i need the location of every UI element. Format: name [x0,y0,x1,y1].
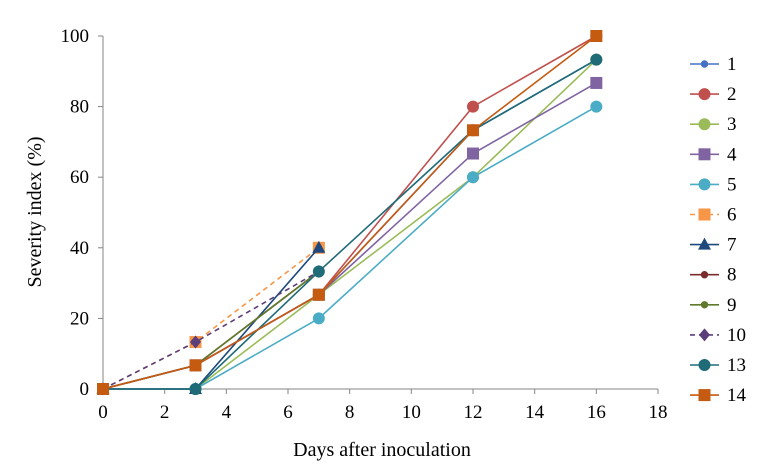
legend-marker [698,208,711,221]
series-14 [97,30,603,395]
legend-item-6: 6 [690,205,737,226]
legend-marker [700,60,709,68]
x-tick-label: 12 [464,402,483,423]
legend-item-10: 10 [690,325,746,346]
legend-item-13: 13 [690,355,746,376]
series-5 [97,100,603,395]
y-axis-label: Severity index (%) [24,136,46,287]
legend-item-7: 7 [690,235,737,256]
series-line-7 [103,247,320,390]
legend-label: 7 [727,235,737,256]
series-1 [99,55,601,393]
series-7 [96,240,326,394]
legend-label: 4 [727,144,737,165]
data-point-4 [590,76,603,89]
x-tick-label: 14 [525,402,545,423]
legend-item-5: 5 [690,174,737,195]
x-tick-label: 16 [587,402,606,423]
series-line-4 [102,82,597,390]
data-point-5 [467,171,479,184]
series-10 [97,264,325,396]
x-tick-label: 0 [98,402,108,423]
data-point-5 [590,100,603,113]
legend-marker [698,148,711,161]
legend-item-2: 2 [690,84,737,105]
series-line-1 [102,58,597,390]
legend-label: 6 [727,205,737,226]
legend-marker [700,301,709,309]
data-point-7 [312,240,326,253]
series-line-13 [103,58,597,390]
data-point-14 [467,124,479,137]
series-2 [97,30,603,395]
legend-marker [700,271,709,279]
data-point-13 [189,383,202,395]
y-tick-label: 0 [80,379,90,400]
series-line-14 [102,35,597,390]
series-13 [97,53,603,395]
data-point-4 [467,147,479,160]
data-point-14 [590,30,603,42]
legend-label: 2 [727,84,737,105]
series-4 [97,76,603,395]
legend-marker [698,88,711,101]
x-tick-label: 10 [402,402,421,423]
legend-marker [698,389,711,402]
x-axis-label: Days after inoculation [293,439,471,461]
data-point-13 [312,265,325,278]
data-point-2 [467,100,479,113]
data-point-14 [189,359,202,372]
y-tick-label: 100 [61,26,90,47]
y-tick-label: 60 [70,167,89,188]
data-point-5 [312,312,325,325]
legend-label: 8 [727,265,737,286]
data-point-14 [312,288,325,301]
legend-marker [698,237,711,250]
y-tick-label: 80 [70,97,89,118]
legend-label: 1 [727,54,737,75]
series-line-2 [102,35,597,390]
y-tick-label: 20 [70,308,89,329]
legend-item-14: 14 [690,385,747,406]
x-tick-label: 6 [283,402,293,423]
data-point-13 [590,53,603,66]
legend-marker [698,118,711,131]
x-tick-label: 8 [345,402,355,423]
x-tick-label: 4 [222,402,232,423]
legend-label: 10 [727,325,746,346]
legend: 1 2 3 4 5 6 7 8 9 10 13 14 [690,54,747,406]
legend-item-3: 3 [690,114,737,135]
x-tick-label: 2 [160,402,170,423]
data-point-10 [190,335,201,349]
legend-label: 9 [727,295,737,316]
y-tick-label: 40 [70,238,89,259]
legend-label: 5 [727,174,737,195]
legend-marker [698,178,711,191]
x-tick-label: 18 [649,402,668,423]
legend-item-4: 4 [690,144,737,165]
series-line-5 [103,105,597,390]
axes-layer: 0 20 40 60 80 100 0 2 4 6 8 10 12 14 16 18 [61,26,668,423]
series-layer [96,30,603,396]
legend-item-9: 9 [690,295,737,316]
legend-label: 13 [727,355,746,376]
series-3 [97,53,603,395]
series-line-6 [102,247,320,390]
legend-label: 14 [727,385,747,406]
legend-item-8: 8 [690,265,737,286]
legend-marker [698,359,711,371]
legend-item-1: 1 [690,54,737,75]
data-point-14 [97,383,109,395]
series-line-3 [103,59,597,390]
legend-marker [699,328,710,342]
legend-label: 3 [727,114,737,135]
